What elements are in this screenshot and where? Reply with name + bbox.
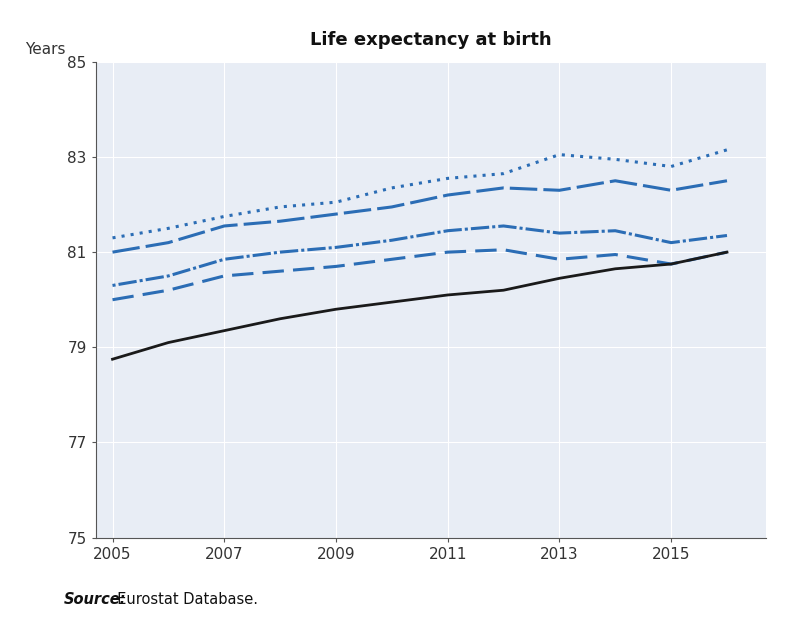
Text: Years: Years <box>26 42 66 57</box>
Text: Eurostat Database.: Eurostat Database. <box>108 592 258 607</box>
Text: Source:: Source: <box>64 592 126 607</box>
Title: Life expectancy at birth: Life expectancy at birth <box>310 31 551 49</box>
